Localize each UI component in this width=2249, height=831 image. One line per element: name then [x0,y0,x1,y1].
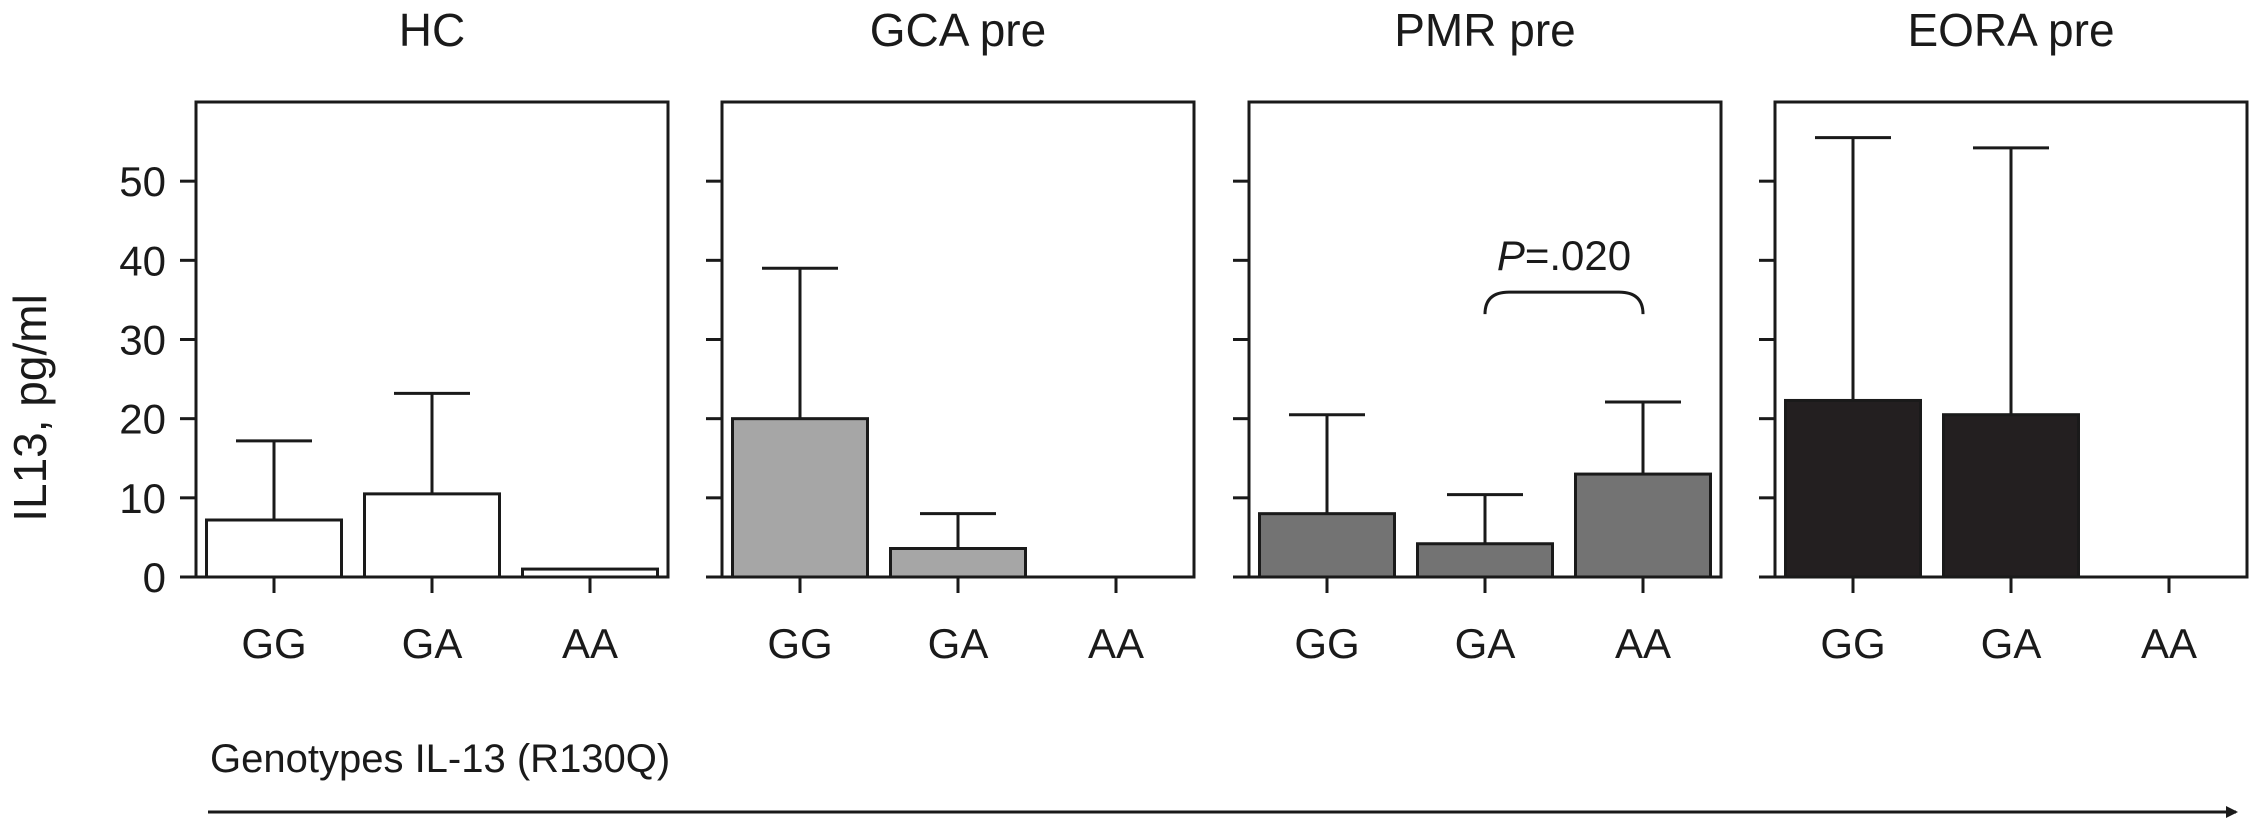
category-label: GA [928,620,989,667]
bar-ga [363,492,501,579]
bar-gg [731,417,869,579]
y-tick-label: 30 [119,317,166,364]
bar-gg [1784,398,1922,579]
panel-title: HC [399,4,465,56]
y-tick-label: 0 [143,554,166,601]
y-tick-label: 20 [119,396,166,443]
category-label: GA [1981,620,2042,667]
category-label: AA [2141,620,2197,667]
category-label: AA [1615,620,1671,667]
bar-gg [205,518,343,579]
panel-gca-pre: GCA pre GG GA AA [706,4,1196,667]
y-tick-label: 10 [119,475,166,522]
y-tick-label: 40 [119,237,166,284]
category-label: GG [1820,620,1885,667]
panel-title: PMR pre [1394,4,1575,56]
x-axis-title: Genotypes IL-13 (R130Q) [210,737,670,781]
category-label: GA [402,620,463,667]
panel-title: GCA pre [870,4,1046,56]
bar-ga [1942,413,2080,579]
p-value-label: P=.020 [1497,232,1631,279]
bar-ga [1416,542,1554,579]
panel-hc: HC 0 10 20 30 40 50 GG GA AA [119,4,670,667]
category-label: AA [1088,620,1144,667]
category-label: AA [562,620,618,667]
significance-bracket [1483,290,1645,315]
category-label: GG [767,620,832,667]
panel-title: EORA pre [1907,4,2114,56]
category-label: GG [1294,620,1359,667]
category-label: GA [1455,620,1516,667]
bar-aa [521,567,659,579]
bar-ga [889,547,1027,579]
y-tick-label: 50 [119,158,166,205]
category-label: GG [241,620,306,667]
y-axis-title: IL13, pg/ml [4,294,56,522]
panel-pmr-pre: PMR pre GG GA AA P=.020 [1233,4,1723,667]
bar-aa [1574,472,1712,579]
bar-gg [1258,512,1396,579]
panels-layer: HC 0 10 20 30 40 50 GG GA AA GCA pre GG GA AA PMR pre G… [119,4,2249,667]
panel-eora-pre: EORA pre GG GA AA [1759,4,2249,667]
